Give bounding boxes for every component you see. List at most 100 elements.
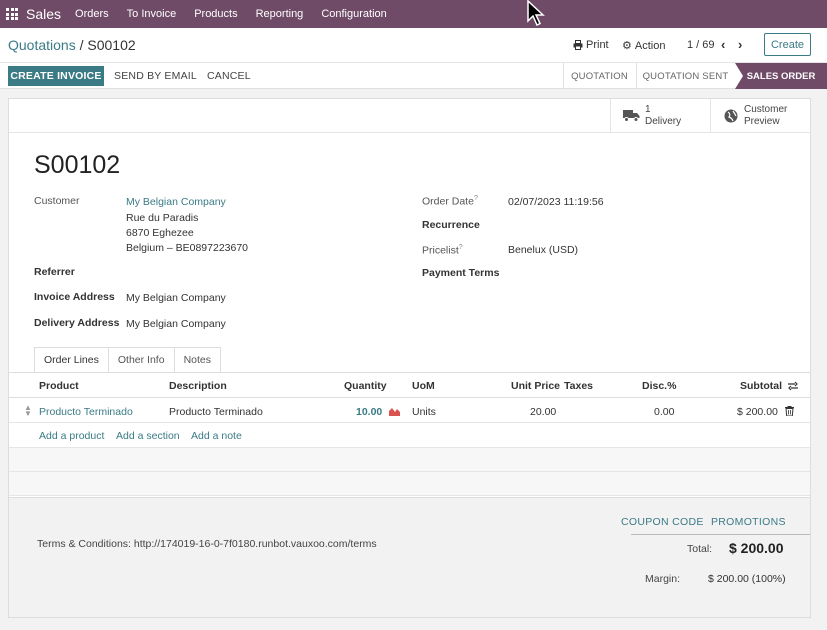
column-quantity[interactable]: Quantity: [344, 380, 387, 392]
customer-preview-label-1: Customer: [744, 103, 788, 115]
row-quantity[interactable]: 10.00: [356, 406, 383, 418]
totals-footer: Terms & Conditions: http://174019-16-0-7…: [9, 497, 810, 617]
customer-preview-smart-button[interactable]: Customer Preview: [710, 99, 810, 132]
tab-order-lines[interactable]: Order Lines: [34, 347, 109, 372]
control-panel: Quotations / S00102 Print ⚙ Action 1 / 6…: [0, 28, 827, 63]
truck-icon: [623, 110, 640, 122]
status-bar: CREATE INVOICE SEND BY EMAIL CANCEL QUOT…: [0, 63, 827, 89]
apps-menu-icon[interactable]: [6, 8, 18, 20]
create-button[interactable]: Create: [764, 33, 811, 56]
print-button[interactable]: Print: [573, 39, 609, 51]
delivery-address-field[interactable]: My Belgian Company: [126, 318, 226, 330]
breadcrumb-separator: /: [75, 37, 88, 53]
delivery-smart-button[interactable]: 1 Delivery: [610, 99, 710, 132]
stage-divider: [563, 63, 564, 89]
action-label: Action: [634, 39, 666, 52]
terms-and-conditions: Terms & Conditions: http://174019-16-0-7…: [37, 538, 377, 550]
mouse-cursor-icon: [527, 0, 545, 26]
send-by-email-button[interactable]: SEND BY EMAIL: [114, 70, 197, 82]
order-date-label: Order Date?: [422, 195, 478, 208]
column-subtotal[interactable]: Subtotal: [740, 380, 782, 392]
delivery-address-label: Delivery Address: [34, 317, 120, 329]
empty-row: [9, 472, 810, 496]
gear-icon: ⚙: [622, 40, 632, 52]
add-product-link[interactable]: Add a product: [39, 430, 105, 442]
action-button[interactable]: ⚙ Action: [622, 39, 666, 53]
address-line-3: Belgium – BE0897223670: [126, 242, 249, 254]
row-subtotal: $ 200.00: [737, 406, 778, 418]
top-navbar: Sales Orders To Invoice Products Reporti…: [0, 0, 827, 28]
referrer-label: Referrer: [34, 266, 75, 278]
app-name[interactable]: Sales: [26, 6, 62, 22]
create-invoice-button[interactable]: CREATE INVOICE: [8, 66, 104, 86]
help-tooltip-icon[interactable]: ?: [458, 244, 463, 251]
column-description[interactable]: Description: [169, 380, 227, 392]
column-unit-price[interactable]: Unit Price: [511, 380, 561, 392]
delivery-count: 1: [645, 103, 651, 115]
coupon-code-button[interactable]: COUPON CODE: [621, 516, 704, 528]
pager-value[interactable]: 1 / 69: [687, 39, 715, 51]
drag-handle-icon[interactable]: ▲ ▼: [24, 403, 32, 418]
row-uom[interactable]: Units: [412, 406, 436, 418]
add-line-row: Add a product Add a section Add a note: [9, 424, 810, 448]
recurrence-label: Recurrence: [422, 219, 480, 231]
pager-next-icon[interactable]: ›: [738, 37, 743, 52]
promotions-button[interactable]: PROMOTIONS: [711, 516, 786, 528]
pager-previous-icon[interactable]: ‹: [721, 37, 726, 52]
payment-terms-label: Payment Terms: [422, 267, 500, 279]
nav-products[interactable]: Products: [194, 8, 238, 20]
order-title: S00102: [34, 151, 121, 179]
breadcrumb-quotations[interactable]: Quotations: [8, 37, 76, 53]
row-disc[interactable]: 0.00: [654, 406, 675, 418]
nav-to-invoice[interactable]: To Invoice: [126, 8, 177, 20]
row-unit-price[interactable]: 20.00: [530, 406, 557, 418]
customer-preview-label-2: Preview: [744, 115, 780, 127]
column-uom[interactable]: UoM: [412, 380, 435, 392]
smart-button-box: 1 Delivery Customer Preview: [9, 99, 810, 133]
row-product[interactable]: Producto Terminado: [39, 406, 133, 418]
empty-row: [9, 448, 810, 472]
optional-columns-icon[interactable]: [788, 381, 798, 391]
order-date-label-text: Order Date: [422, 195, 474, 208]
customer-label: Customer: [34, 195, 80, 207]
print-label: Print: [586, 39, 609, 51]
table-row[interactable]: ▲ ▼ Producto Terminado Producto Terminado…: [9, 399, 810, 423]
stage-quotation-sent[interactable]: QUOTATION SENT: [642, 70, 729, 82]
address-line-2: 6870 Eghezee: [126, 227, 194, 239]
breadcrumb: Quotations / S00102: [8, 37, 136, 53]
trash-icon[interactable]: [785, 406, 794, 416]
add-section-link[interactable]: Add a section: [116, 430, 180, 442]
pricelist-label: Pricelist?: [422, 244, 463, 257]
stage-quotation[interactable]: QUOTATION: [571, 70, 628, 82]
row-description[interactable]: Producto Terminado: [169, 406, 263, 418]
cancel-button[interactable]: CANCEL: [207, 70, 251, 82]
stage-sales-order[interactable]: SALES ORDER: [735, 63, 827, 89]
form-sheet: 1 Delivery Customer Preview S00102 Custo…: [8, 98, 811, 618]
total-divider: [631, 534, 810, 535]
column-product[interactable]: Product: [39, 380, 79, 392]
order-date-field[interactable]: 02/07/2023 11:19:56: [508, 196, 604, 208]
pricelist-field[interactable]: Benelux (USD): [508, 244, 579, 256]
breadcrumb-current: S00102: [87, 37, 136, 53]
help-tooltip-icon[interactable]: ?: [473, 195, 478, 202]
margin-label: Margin:: [645, 573, 681, 585]
total-value: $ 200.00: [729, 540, 784, 556]
column-taxes[interactable]: Taxes: [564, 380, 593, 392]
forecast-chart-icon[interactable]: [389, 407, 400, 416]
tab-notes[interactable]: Notes: [174, 347, 221, 372]
add-note-link[interactable]: Add a note: [191, 430, 242, 442]
address-line-1: Rue du Paradis: [126, 212, 199, 224]
margin-value: $ 200.00 (100%): [708, 573, 786, 585]
customer-field[interactable]: My Belgian Company: [126, 196, 226, 208]
column-disc[interactable]: Disc.%: [642, 380, 677, 392]
total-label: Total:: [687, 543, 713, 555]
nav-configuration[interactable]: Configuration: [321, 8, 387, 20]
tab-divider: [9, 372, 810, 373]
nav-reporting[interactable]: Reporting: [255, 8, 304, 20]
notebook-tabs: Order Lines Other Info Notes: [34, 347, 221, 372]
nav-orders[interactable]: Orders: [75, 8, 109, 20]
invoice-address-label: Invoice Address: [34, 291, 115, 303]
invoice-address-field[interactable]: My Belgian Company: [126, 292, 226, 304]
tab-other-info[interactable]: Other Info: [108, 347, 175, 372]
delivery-label: Delivery: [645, 115, 682, 127]
